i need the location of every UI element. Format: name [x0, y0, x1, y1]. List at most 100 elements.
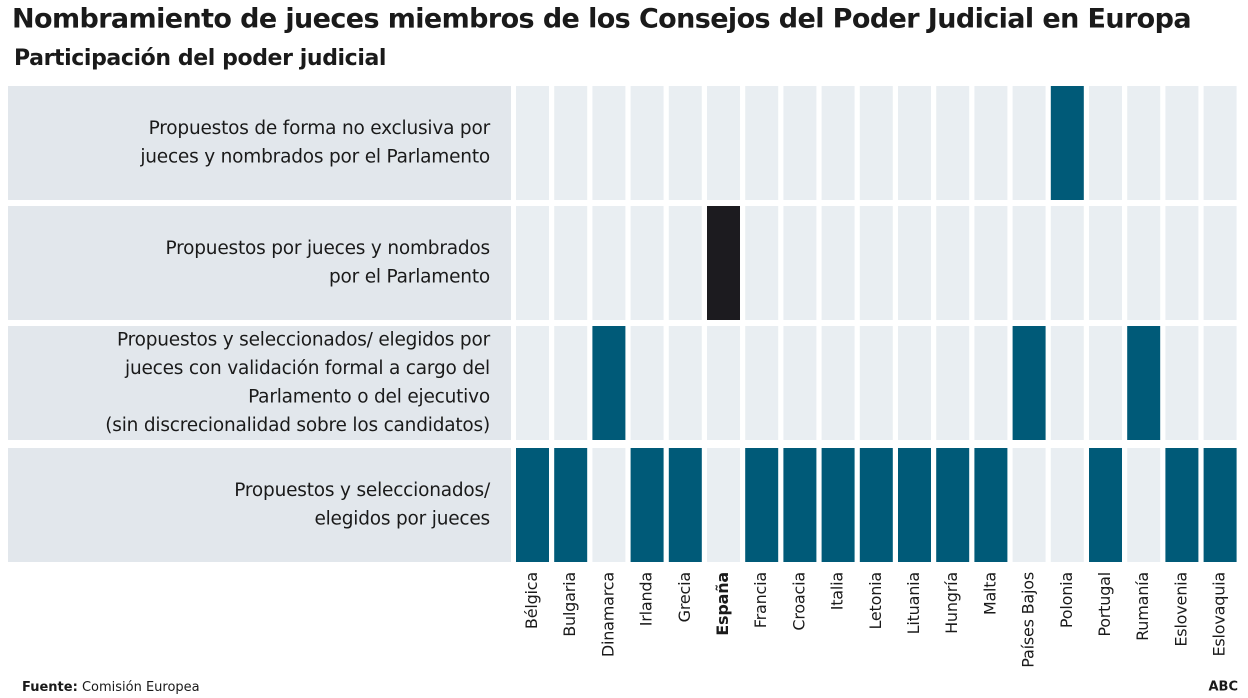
cell-empty	[1012, 206, 1046, 320]
cell-filled	[1203, 448, 1237, 562]
country-label: Irlanda	[637, 572, 656, 626]
country-label: Francia	[751, 572, 770, 628]
cell-filled	[1089, 448, 1122, 562]
cell-empty	[1050, 448, 1084, 562]
cell-empty	[707, 326, 740, 440]
cell-empty	[783, 86, 817, 200]
cell-empty	[668, 206, 702, 320]
country-label: Hungría	[942, 572, 961, 634]
cell-empty	[707, 448, 740, 562]
country-label: Polonia	[1057, 572, 1076, 628]
cell-empty	[745, 326, 779, 440]
cell-empty	[1127, 86, 1161, 200]
cell-empty	[1165, 86, 1199, 200]
cell-empty	[516, 326, 549, 440]
country-label: Bulgaria	[560, 572, 579, 637]
cell-empty	[592, 448, 626, 562]
cell-filled	[554, 448, 588, 562]
country-label: Croacia	[789, 572, 808, 631]
row-label: Propuestos y seleccionados/	[234, 480, 491, 501]
row-label: (sin discrecionalidad sobre los candidat…	[105, 415, 490, 436]
row-label: Parlamento o del ejecutivo	[248, 386, 490, 407]
cell-empty	[1089, 326, 1122, 440]
source-text: Comisión Europea	[82, 680, 200, 695]
cell-empty	[630, 326, 664, 440]
cell-empty	[745, 86, 779, 200]
cell-empty	[898, 326, 931, 440]
cell-filled	[745, 448, 779, 562]
cell-empty	[1012, 448, 1046, 562]
cell-filled	[668, 448, 702, 562]
cell-empty	[745, 206, 779, 320]
cell-filled	[592, 326, 626, 440]
country-label: Eslovenia	[1171, 572, 1190, 647]
country-label: Bélgica	[522, 572, 541, 629]
cell-empty	[783, 206, 817, 320]
row-label: por el Parlamento	[329, 266, 490, 287]
source-label: Fuente:	[22, 680, 78, 695]
cell-empty	[630, 86, 664, 200]
cell-filled	[1165, 448, 1199, 562]
cell-filled	[783, 448, 817, 562]
country-label: Letonia	[866, 572, 885, 630]
country-label: Dinamarca	[598, 572, 617, 657]
country-label: Rumanía	[1133, 572, 1152, 641]
cell-filled	[821, 448, 855, 562]
cell-empty	[859, 326, 893, 440]
cell-empty	[974, 86, 1008, 200]
row-label-bg	[8, 326, 511, 440]
cell-filled	[936, 448, 970, 562]
cell-filled	[1012, 326, 1046, 440]
row-label-bg	[8, 448, 511, 562]
country-label: Portugal	[1095, 572, 1114, 637]
cell-filled	[630, 448, 664, 562]
cell-empty	[516, 206, 549, 320]
row-label: elegidos por jueces	[314, 508, 490, 529]
row-label: Propuestos por jueces y nombrados	[166, 238, 490, 259]
cell-empty	[554, 326, 588, 440]
country-label: Países Bajos	[1019, 572, 1038, 668]
row-label: jueces con validación formal a cargo del	[124, 358, 490, 379]
cell-empty	[898, 206, 931, 320]
cell-empty	[554, 86, 588, 200]
cell-empty	[1203, 86, 1237, 200]
cell-empty	[668, 326, 702, 440]
cell-empty	[1127, 448, 1161, 562]
cell-filled	[516, 448, 549, 562]
cell-filled	[1127, 326, 1161, 440]
cell-empty	[668, 86, 702, 200]
chart-title: Nombramiento de jueces miembros de los C…	[12, 4, 1191, 35]
country-label: España	[713, 572, 732, 636]
cell-empty	[1165, 206, 1199, 320]
cell-empty	[898, 86, 931, 200]
cell-empty	[1165, 326, 1199, 440]
source: Fuente: Comisión Europea	[22, 680, 200, 695]
chart-subtitle: Participación del poder judicial	[14, 46, 386, 71]
cell-empty	[936, 326, 970, 440]
country-label: Grecia	[675, 572, 694, 622]
cell-empty	[592, 206, 626, 320]
cell-empty	[516, 86, 549, 200]
cell-empty	[859, 206, 893, 320]
cell-empty	[1089, 86, 1122, 200]
cell-empty	[1089, 206, 1122, 320]
country-label: Italia	[828, 572, 847, 610]
row-label-bg	[8, 86, 511, 200]
cell-empty	[821, 206, 855, 320]
cell-empty	[974, 326, 1008, 440]
cell-empty	[821, 326, 855, 440]
cell-empty	[1050, 206, 1084, 320]
cell-empty	[936, 206, 970, 320]
cell-empty	[859, 86, 893, 200]
cell-filled	[974, 448, 1008, 562]
cell-empty	[974, 206, 1008, 320]
cell-empty	[707, 86, 740, 200]
cell-empty	[1203, 326, 1237, 440]
row-label: jueces y nombrados por el Parlamento	[139, 146, 490, 167]
cell-filled	[898, 448, 931, 562]
cell-empty	[1127, 206, 1161, 320]
cell-empty	[936, 86, 970, 200]
cell-empty	[1203, 206, 1237, 320]
cell-filled	[1050, 86, 1084, 200]
